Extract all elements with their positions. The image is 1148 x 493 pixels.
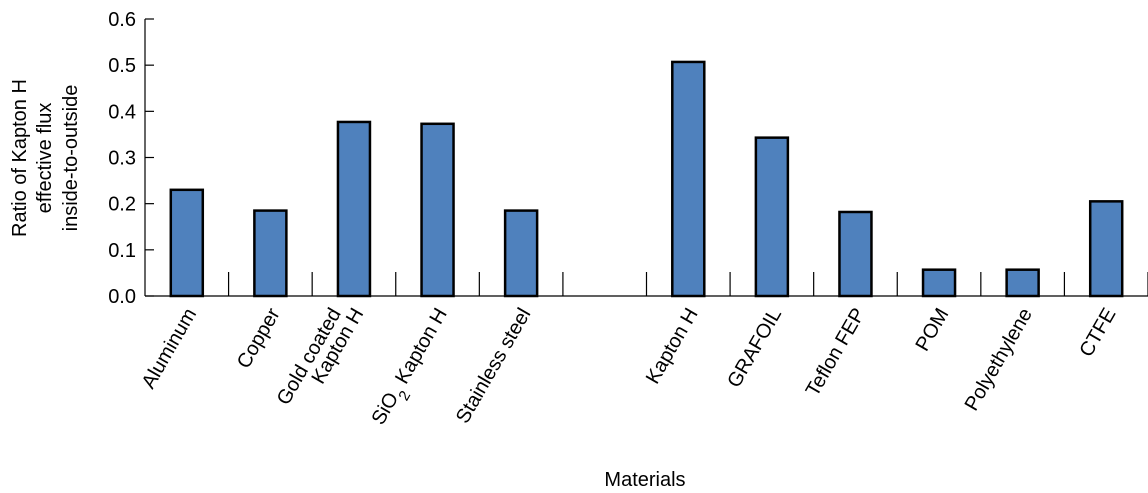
x-category-label: POM <box>912 305 954 355</box>
y-tick-label: 0.3 <box>108 148 136 170</box>
x-category-label: SiO2 Kapton H <box>367 304 458 432</box>
y-axis-title-line: Ratio of Kapton H <box>9 79 31 237</box>
x-axis <box>145 272 1148 297</box>
y-tick-label: 0.1 <box>108 240 136 262</box>
bar <box>253 209 288 298</box>
y-axis-title-line: inside-to-outside <box>60 85 82 232</box>
x-category-label: Aluminum <box>138 305 202 393</box>
bar <box>503 209 539 298</box>
x-category-label: Kapton H <box>642 305 703 388</box>
bar <box>420 122 455 298</box>
bar <box>1005 268 1040 298</box>
bars <box>169 60 1124 298</box>
y-axis-title-line: effective flux <box>34 103 56 214</box>
x-category-label: CTFE <box>1075 305 1120 361</box>
bar <box>838 210 873 298</box>
x-category-label: Stainless steel <box>452 305 536 428</box>
y-tick-label: 0.4 <box>108 101 136 123</box>
y-tick-label: 0.2 <box>108 194 136 216</box>
bar <box>336 120 372 298</box>
y-tick-label: 0.0 <box>108 286 136 308</box>
y-axis: 0.0 0.1 0.2 0.3 0.4 0.5 0.6 <box>108 9 154 308</box>
bar <box>921 268 957 298</box>
x-category-label: Copper <box>233 304 285 372</box>
y-tick-label: 0.5 <box>108 55 136 77</box>
bar <box>1088 200 1124 298</box>
y-tick-label: 0.6 <box>108 9 136 31</box>
bar <box>169 188 205 298</box>
x-axis-title: Materials <box>604 469 685 491</box>
x-category-label: GRAFOIL <box>723 305 786 392</box>
bar <box>671 60 706 298</box>
x-category-label: Polyethylene <box>961 305 1037 415</box>
x-category-label: Teflon FEP <box>802 305 870 401</box>
bar <box>754 136 790 298</box>
